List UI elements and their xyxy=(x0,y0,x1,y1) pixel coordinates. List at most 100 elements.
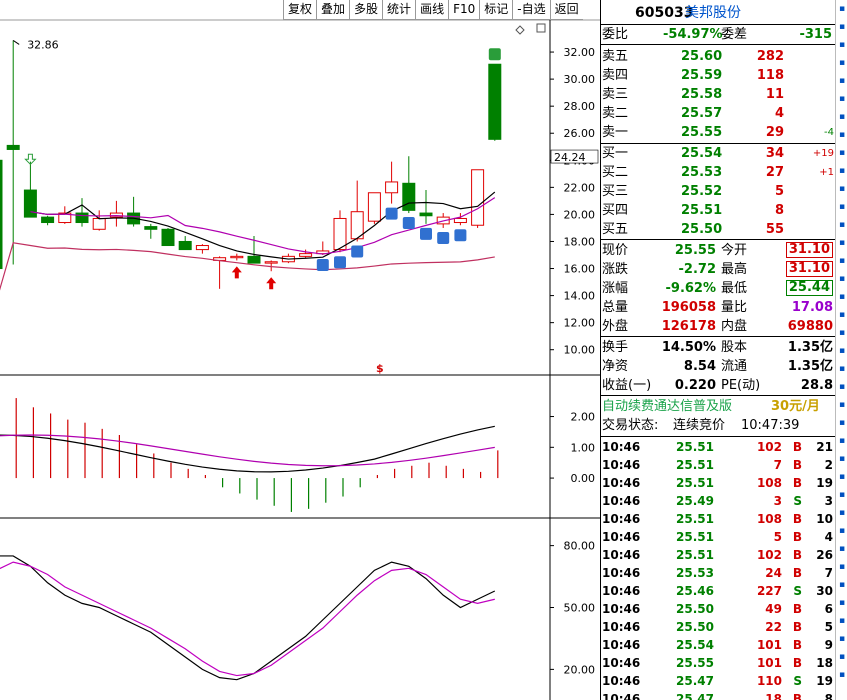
order-volume: 118 xyxy=(756,68,784,83)
trade-row: 10:46 25.47 110 S 19 xyxy=(601,672,836,690)
side-tool-icon[interactable]: ▪ xyxy=(838,94,846,104)
side-tool-icon[interactable]: ▪ xyxy=(838,292,846,302)
trade-row: 10:46 25.50 49 B 6 xyxy=(601,600,836,618)
trade-direction: S xyxy=(793,494,802,508)
side-tool-icon[interactable]: ▪ xyxy=(838,166,846,176)
side-tool-icon[interactable]: ▪ xyxy=(838,148,846,158)
side-tool-icon[interactable]: ▪ xyxy=(838,220,846,230)
trade-count: 10 xyxy=(816,512,833,526)
side-tool-icon[interactable]: ▪ xyxy=(838,130,846,140)
buy-arrow-icon xyxy=(231,266,242,279)
sells-level-2: 卖三 25.58 11 xyxy=(601,86,836,104)
t-signal-icon xyxy=(316,259,329,271)
side-tool-icon[interactable]: ▪ xyxy=(838,4,846,14)
side-tool-icon[interactable]: ▪ xyxy=(838,22,846,32)
toolbar-button-3[interactable]: 统计 xyxy=(382,0,415,19)
side-tool-icon[interactable]: ▪ xyxy=(838,184,846,194)
side-tool-icon[interactable]: ▪ xyxy=(838,310,846,320)
macd-dea-line xyxy=(0,434,495,467)
order-change: +1 xyxy=(819,167,834,178)
side-tool-icon[interactable]: ▪ xyxy=(838,346,846,356)
diamond-icon xyxy=(515,25,525,35)
side-tool-icon[interactable]: ▪ xyxy=(838,382,846,392)
trade-time: 10:46 xyxy=(602,476,641,490)
stats-label: 流通 xyxy=(721,359,748,374)
toolbar-button-5[interactable]: F10 xyxy=(448,0,479,19)
trade-direction: B xyxy=(792,530,802,544)
side-tool-icon[interactable]: ▪ xyxy=(838,508,846,518)
side-tool-icon[interactable]: ▪ xyxy=(838,58,846,68)
side-tool-icon[interactable]: ▪ xyxy=(838,598,846,608)
side-tool-icon[interactable]: ▪ xyxy=(838,202,846,212)
side-tool-icon[interactable]: ▪ xyxy=(838,256,846,266)
quote-value: 31.10 xyxy=(785,261,833,277)
t-signal-icon xyxy=(385,207,398,220)
trade-direction: B xyxy=(792,692,802,700)
kline-chart[interactable]: 32.0030.0028.0026.0024.0022.0020.0018.00… xyxy=(0,0,600,700)
order-volume: 34 xyxy=(765,146,784,161)
trade-price: 25.49 xyxy=(676,494,714,508)
right-toolbar: ▪ ▪ ▪ ▪ ▪ ▪ ▪ ▪ ▪ ▪ ▪ ▪ ▪ ▪ ▪ ▪ ▪ ▪ ▪ ▪ ▪ ▪ ▪ ▪ ▪ ▪ ▪ ▪ ▪ ▪ ▪ ▪ ▪ ▪ ▪ ▪ ▪ ▪ xyxy=(835,0,847,700)
trade-count: 5 xyxy=(824,620,833,634)
trade-row: 10:46 25.46 227 S 30 xyxy=(601,582,836,600)
toolbar-button-6[interactable]: 标记 xyxy=(479,0,512,19)
toolbar-button-1[interactable]: 叠加 xyxy=(316,0,349,19)
side-tool-icon[interactable]: ▪ xyxy=(838,616,846,626)
trade-volume: 49 xyxy=(765,602,782,616)
toolbar-button-2[interactable]: 多股 xyxy=(349,0,382,19)
side-tool-icon[interactable]: ▪ xyxy=(838,490,846,500)
toolbar-button-8[interactable]: 返回 xyxy=(549,0,583,19)
trade-row: 10:46 25.55 101 B 18 xyxy=(601,654,836,672)
weidiff-label: 委差 xyxy=(721,27,748,42)
trade-direction: B xyxy=(792,458,802,472)
stock-code: 605033 xyxy=(635,5,694,21)
side-tool-icon[interactable]: ▪ xyxy=(838,418,846,428)
order-price: 25.55 xyxy=(681,125,723,140)
side-tool-icon[interactable]: ▪ xyxy=(838,634,846,644)
trade-price: 25.47 xyxy=(676,692,714,700)
trade-time: 10:46 xyxy=(602,530,641,544)
trade-time: 10:46 xyxy=(602,512,641,526)
trade-direction: B xyxy=(792,656,802,670)
side-tool-icon[interactable]: ▪ xyxy=(838,40,846,50)
side-tool-icon[interactable]: ▪ xyxy=(838,436,846,446)
ad-banner[interactable]: 自动续费通达信普及版 30元/月 xyxy=(601,398,836,416)
toolbar-button-0[interactable]: 复权 xyxy=(283,0,316,19)
side-tool-icon[interactable]: ▪ xyxy=(838,562,846,572)
quote-label: 最高 xyxy=(721,262,748,277)
side-tool-icon[interactable]: ▪ xyxy=(838,328,846,338)
stats-row-1: 净资 8.54 流通 1.35亿 xyxy=(601,358,836,376)
side-tool-icon[interactable]: ▪ xyxy=(838,400,846,410)
side-tool-icon[interactable]: ▪ xyxy=(838,274,846,284)
toolbar-button-7[interactable]: -自选 xyxy=(512,0,549,19)
stats-row-0: 换手 14.50% 股本 1.35亿 xyxy=(601,339,836,357)
ad-price[interactable]: 30元/月 xyxy=(771,399,820,414)
side-tool-icon[interactable]: ▪ xyxy=(838,670,846,680)
candle-body xyxy=(0,159,3,270)
t-signal-icon xyxy=(351,245,364,258)
side-tool-icon[interactable]: ▪ xyxy=(838,652,846,662)
trade-direction: B xyxy=(792,602,802,616)
side-tool-icon[interactable]: ▪ xyxy=(838,454,846,464)
quote-row-0: 现价 25.55 今开 31.10 xyxy=(601,242,836,260)
quote-row-3: 总量 196058 量比 17.08 xyxy=(601,299,836,317)
trade-price: 25.51 xyxy=(676,458,714,472)
order-volume: 4 xyxy=(774,106,784,121)
buy-arrow-icon xyxy=(266,277,277,290)
side-tool-icon[interactable]: ▪ xyxy=(838,580,846,590)
sells-level-4: 卖一 25.55 29 -4 xyxy=(601,124,836,142)
order-volume: 5 xyxy=(774,184,784,199)
candle-body xyxy=(471,169,485,226)
side-tool-icon[interactable]: ▪ xyxy=(838,526,846,536)
toolbar-button-4[interactable]: 画线 xyxy=(415,0,448,19)
side-tool-icon[interactable]: ▪ xyxy=(838,544,846,554)
quote-label: 涨跌 xyxy=(602,262,629,277)
side-tool-icon[interactable]: ▪ xyxy=(838,238,846,248)
ad-text[interactable]: 自动续费通达信普及版 xyxy=(602,399,733,414)
side-tool-icon[interactable]: ▪ xyxy=(838,112,846,122)
side-tool-icon[interactable]: ▪ xyxy=(838,472,846,482)
trade-price: 25.47 xyxy=(676,674,714,688)
trade-time: 10:46 xyxy=(602,638,641,652)
side-tool-icon[interactable]: ▪ xyxy=(838,364,846,374)
side-tool-icon[interactable]: ▪ xyxy=(838,76,846,86)
